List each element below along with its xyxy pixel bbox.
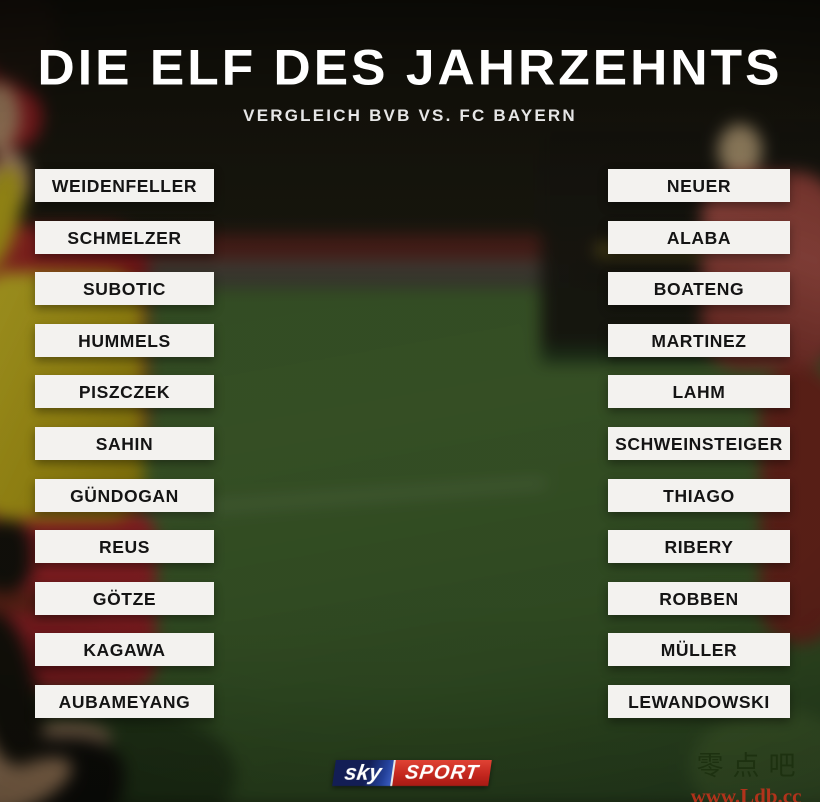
player-label: SCHWEINSTEIGER bbox=[608, 426, 790, 460]
player-label: RIBERY bbox=[608, 530, 790, 564]
sky-logo-section: SPORT bbox=[392, 760, 492, 786]
player-label: SCHMELZER bbox=[35, 220, 214, 254]
player-label: SUBOTIC bbox=[35, 272, 214, 306]
page-subtitle: VERGLEICH BVB VS. FC BAYERN bbox=[243, 106, 577, 125]
sky-logo-brand: sky bbox=[332, 760, 396, 786]
player-label: MARTINEZ bbox=[608, 323, 790, 357]
player-label: WEIDENFELLER bbox=[35, 169, 214, 202]
player-label: SAHIN bbox=[35, 426, 214, 460]
player-label: BOATENG bbox=[608, 272, 790, 306]
player-label: ROBBEN bbox=[608, 581, 790, 615]
header: DIE ELF DES JAHRZEHNTS VERGLEICH BVB VS.… bbox=[0, 0, 820, 126]
page-title: DIE ELF DES JAHRZEHNTS bbox=[37, 39, 783, 96]
bvb-player-column: WEIDENFELLER SCHMELZER SUBOTIC HUMMELS P… bbox=[35, 169, 214, 718]
player-label: LAHM bbox=[608, 375, 790, 409]
watermark-url: www.Ldb.cc bbox=[690, 784, 802, 802]
player-label: GÖTZE bbox=[35, 581, 214, 615]
player-label: LEWANDOWSKI bbox=[608, 684, 790, 718]
player-label: GÜNDOGAN bbox=[35, 478, 214, 512]
player-label: HUMMELS bbox=[35, 323, 214, 357]
player-label: MÜLLER bbox=[608, 633, 790, 667]
player-label: REUS bbox=[35, 530, 214, 564]
bayern-player-column: NEUER ALABA BOATENG MARTINEZ LAHM SCHWEI… bbox=[608, 169, 790, 718]
player-label: NEUER bbox=[608, 169, 790, 202]
player-label: KAGAWA bbox=[35, 633, 214, 667]
player-label: ALABA bbox=[608, 220, 790, 254]
player-label: THIAGO bbox=[608, 478, 790, 512]
sky-sport-logo: sky SPORT bbox=[332, 760, 492, 786]
watermark-site-name: 零点吧 bbox=[696, 751, 805, 781]
watermark: 零点吧 www.Ldb.cc bbox=[676, 744, 816, 802]
player-label: AUBAMEYANG bbox=[35, 684, 214, 718]
player-label: PISZCZEK bbox=[35, 375, 214, 409]
